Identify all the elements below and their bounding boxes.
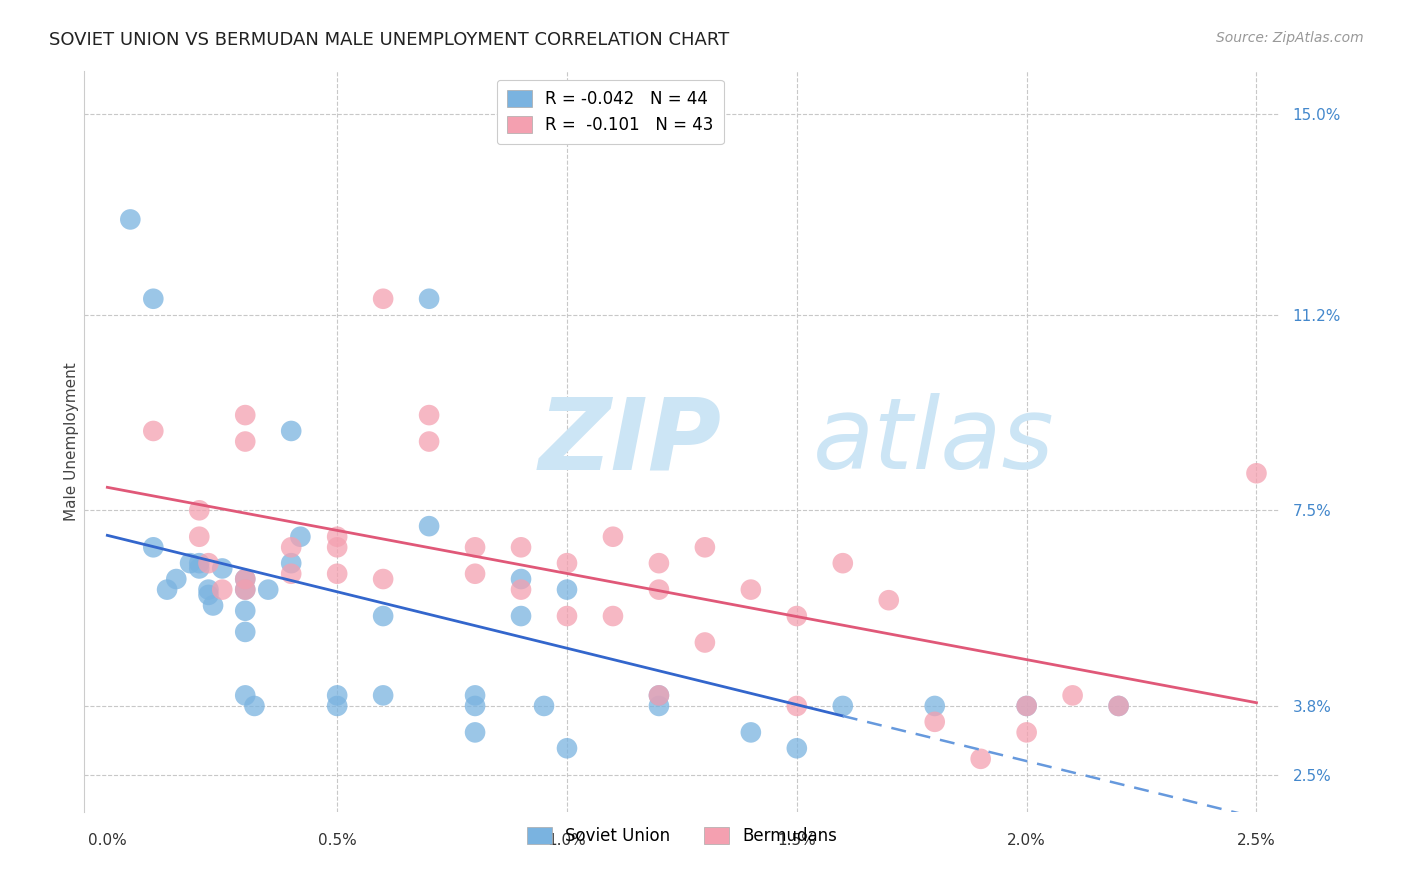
Point	[197, 556, 219, 570]
Point	[257, 582, 280, 597]
Point	[510, 572, 533, 586]
Point	[156, 582, 179, 597]
Point	[1062, 689, 1084, 703]
Point	[464, 689, 486, 703]
Point	[602, 530, 624, 544]
Point	[233, 604, 256, 618]
Point	[142, 541, 165, 555]
Point	[142, 292, 165, 306]
Point	[280, 424, 302, 438]
Point	[510, 582, 533, 597]
Point	[211, 561, 233, 575]
Text: 2.0%: 2.0%	[1007, 833, 1046, 848]
Point	[233, 572, 256, 586]
Point	[648, 689, 671, 703]
Point	[1015, 698, 1038, 713]
Point	[165, 572, 187, 586]
Text: 2.5%: 2.5%	[1237, 833, 1275, 848]
Point	[326, 541, 349, 555]
Point	[326, 566, 349, 581]
Point	[233, 408, 256, 422]
Point	[970, 752, 993, 766]
Point	[648, 582, 671, 597]
Text: 0.5%: 0.5%	[318, 833, 357, 848]
Point	[179, 556, 201, 570]
Point	[418, 408, 440, 422]
Point	[188, 556, 211, 570]
Point	[693, 541, 716, 555]
Point	[1108, 698, 1130, 713]
Point	[418, 434, 440, 449]
Point	[786, 741, 808, 756]
Point	[648, 689, 671, 703]
Point	[464, 725, 486, 739]
Point	[555, 582, 578, 597]
Point	[464, 566, 486, 581]
Point	[555, 556, 578, 570]
Point	[831, 556, 853, 570]
Point	[326, 689, 349, 703]
Point	[533, 698, 555, 713]
Point	[243, 698, 266, 713]
Point	[648, 698, 671, 713]
Point	[924, 698, 946, 713]
Point	[233, 572, 256, 586]
Point	[1246, 467, 1268, 481]
Point	[648, 556, 671, 570]
Legend: Soviet Union, Bermudans: Soviet Union, Bermudans	[520, 820, 844, 852]
Point	[120, 212, 142, 227]
Point	[280, 556, 302, 570]
Point	[233, 624, 256, 639]
Point	[197, 582, 219, 597]
Point	[602, 609, 624, 624]
Point	[877, 593, 900, 607]
Point	[233, 689, 256, 703]
Point	[326, 530, 349, 544]
Text: 1.0%: 1.0%	[547, 833, 586, 848]
Point	[464, 698, 486, 713]
Point	[142, 424, 165, 438]
Text: 1.5%: 1.5%	[778, 833, 817, 848]
Point	[418, 292, 440, 306]
Point	[188, 530, 211, 544]
Point	[740, 725, 762, 739]
Point	[786, 698, 808, 713]
Point	[786, 609, 808, 624]
Point	[326, 698, 349, 713]
Point	[373, 572, 395, 586]
Point	[290, 530, 312, 544]
Point	[373, 689, 395, 703]
Point	[188, 561, 211, 575]
Point	[211, 582, 233, 597]
Point	[464, 541, 486, 555]
Point	[510, 541, 533, 555]
Point	[202, 599, 225, 613]
Point	[1015, 698, 1038, 713]
Point	[924, 714, 946, 729]
Point	[693, 635, 716, 649]
Text: Source: ZipAtlas.com: Source: ZipAtlas.com	[1216, 31, 1364, 45]
Point	[1108, 698, 1130, 713]
Point	[233, 434, 256, 449]
Point	[555, 741, 578, 756]
Point	[1015, 725, 1038, 739]
Text: 0.0%: 0.0%	[89, 833, 127, 848]
Point	[188, 503, 211, 517]
Text: SOVIET UNION VS BERMUDAN MALE UNEMPLOYMENT CORRELATION CHART: SOVIET UNION VS BERMUDAN MALE UNEMPLOYME…	[49, 31, 730, 49]
Text: ZIP: ZIP	[538, 393, 721, 490]
Point	[510, 609, 533, 624]
Point	[280, 566, 302, 581]
Y-axis label: Male Unemployment: Male Unemployment	[63, 362, 79, 521]
Point	[373, 609, 395, 624]
Point	[233, 582, 256, 597]
Point	[418, 519, 440, 533]
Point	[373, 292, 395, 306]
Point	[197, 588, 219, 602]
Point	[831, 698, 853, 713]
Point	[233, 582, 256, 597]
Text: atlas: atlas	[814, 393, 1054, 490]
Point	[280, 541, 302, 555]
Point	[555, 609, 578, 624]
Point	[740, 582, 762, 597]
